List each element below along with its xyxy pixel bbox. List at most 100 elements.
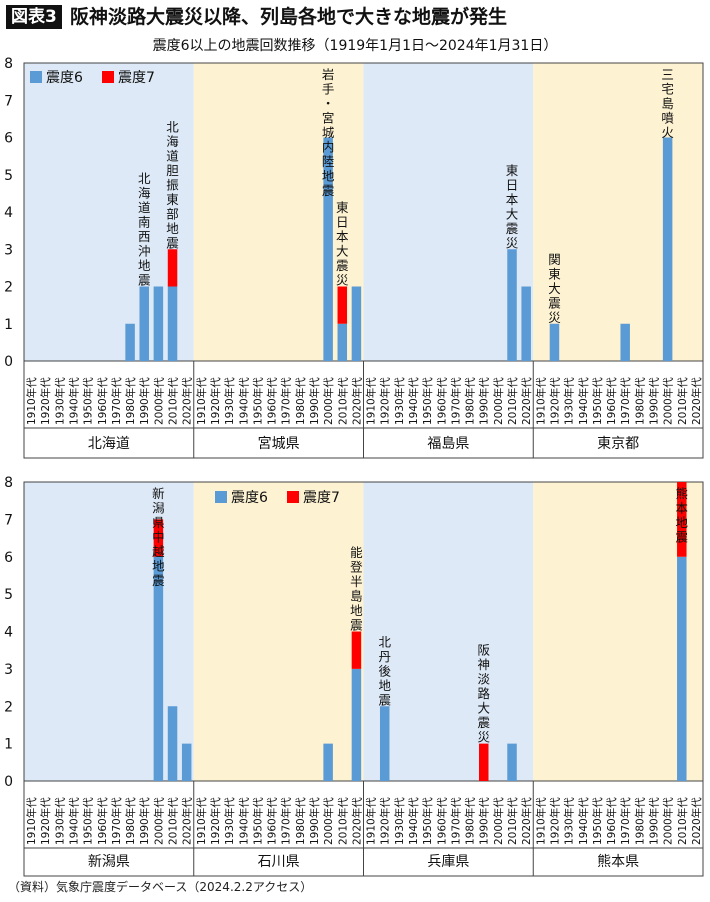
x-tick-label: 1920年代 [379, 377, 392, 425]
x-tick-label: 1970年代 [280, 797, 293, 845]
x-tick-label: 2020年代 [690, 377, 703, 425]
region-background [24, 63, 194, 361]
x-tick-label: 1950年代 [591, 797, 604, 845]
x-tick-label: 2020年代 [181, 797, 194, 845]
figure-badge: 図表3 [6, 5, 62, 29]
x-tick-label: 1980年代 [464, 377, 477, 425]
x-tick-label: 1950年代 [421, 797, 434, 845]
x-tick-label: 1930年代 [393, 797, 406, 845]
x-tick-label: 1970年代 [449, 797, 462, 845]
x-tick-label: 1920年代 [39, 377, 52, 425]
y-tick-label: 0 [4, 774, 13, 790]
x-tick-label: 1940年代 [68, 797, 81, 845]
x-tick-label: 2010年代 [506, 797, 519, 845]
x-tick-label: 2010年代 [336, 377, 349, 425]
x-tick-label: 2010年代 [167, 797, 180, 845]
y-tick-label: 6 [4, 131, 13, 147]
region-label: 北海道 [88, 436, 130, 452]
x-tick-label: 1960年代 [96, 377, 109, 425]
source-note: （資料）気象庁震度データベース（2024.2.2アクセス） [8, 880, 313, 894]
bar-shindo6 [620, 323, 630, 361]
bar-shindo6 [153, 556, 164, 781]
annotation-label: 阪神淡路大震災 [477, 642, 490, 744]
x-tick-label: 1990年代 [138, 797, 151, 845]
region-background [363, 63, 534, 361]
y-tick-label: 7 [4, 512, 13, 528]
x-tick-label: 2000年代 [662, 377, 675, 425]
figure-subtitle: 震度6以上の地震回数推移（1919年1月1日～2024年1月31日） [152, 38, 558, 54]
bar-shindo7 [337, 286, 348, 324]
x-tick-label: 1910年代 [365, 797, 378, 845]
bar-shindo6 [323, 137, 333, 361]
legend-label-shindo7: 震度7 [303, 490, 340, 506]
x-tick-label: 1980年代 [464, 797, 477, 845]
y-tick-label: 3 [4, 242, 13, 258]
legend-swatch-shindo6 [30, 71, 42, 83]
y-tick-label: 8 [4, 56, 13, 72]
x-tick-label: 1940年代 [407, 377, 420, 425]
x-tick-label: 1930年代 [563, 377, 576, 425]
x-tick-label: 1960年代 [435, 377, 448, 425]
bar-shindo7 [351, 631, 362, 669]
annotation-label: 能登半島地震 [350, 545, 363, 633]
x-tick-label: 1990年代 [647, 377, 660, 425]
annotation-label: 熊本地震 [676, 486, 689, 545]
x-tick-label: 1930年代 [223, 377, 236, 425]
x-tick-label: 1920年代 [379, 797, 392, 845]
x-tick-label: 2000年代 [152, 797, 165, 845]
region-label: 宮城県 [258, 436, 300, 452]
x-tick-label: 1960年代 [605, 377, 618, 425]
annotation-label: 三宅島噴火 [661, 67, 674, 140]
bar-shindo6 [323, 743, 333, 781]
legend-label-shindo6: 震度6 [231, 490, 268, 506]
x-tick-label: 2020年代 [350, 797, 363, 845]
x-tick-label: 2000年代 [662, 797, 675, 845]
legend-label-shindo7: 震度7 [118, 70, 155, 86]
x-tick-label: 1930年代 [223, 797, 236, 845]
region-background [193, 482, 364, 781]
annotation-label: 東日本大震災 [506, 162, 519, 250]
x-tick-label: 1940年代 [407, 797, 420, 845]
y-tick-label: 7 [4, 93, 13, 109]
region-background [533, 63, 703, 361]
bar-shindo6 [662, 137, 673, 361]
x-tick-label: 1930年代 [53, 377, 66, 425]
bar-shindo6 [351, 286, 362, 361]
y-tick-label: 4 [4, 625, 13, 641]
x-tick-label: 1960年代 [605, 797, 618, 845]
x-tick-label: 1910年代 [365, 377, 378, 425]
y-tick-label: 0 [4, 354, 13, 370]
x-tick-label: 1970年代 [619, 377, 632, 425]
region-label: 兵庫県 [427, 853, 469, 870]
y-tick-label: 8 [4, 475, 13, 491]
bar-shindo7 [153, 519, 164, 557]
y-tick-label: 6 [4, 550, 13, 566]
region-label: 福島県 [427, 436, 469, 452]
legend-swatch-shindo7 [102, 71, 114, 83]
x-tick-label: 2010年代 [167, 377, 180, 425]
x-tick-label: 2020年代 [520, 377, 533, 425]
x-tick-label: 2010年代 [336, 797, 349, 845]
figure-header: 図表3 阪神淡路大震災以降、列島各地で大きな地震が発生 [0, 0, 710, 34]
bar-shindo6 [153, 286, 164, 361]
x-tick-label: 1920年代 [209, 797, 222, 845]
x-tick-label: 1980年代 [124, 377, 137, 425]
x-tick-label: 1960年代 [435, 797, 448, 845]
bar-shindo6 [139, 286, 149, 361]
x-tick-label: 1970年代 [280, 377, 293, 425]
region-label: 新潟県 [88, 854, 130, 870]
x-tick-label: 1910年代 [195, 797, 208, 845]
legend-swatch-shindo6 [215, 491, 227, 503]
x-tick-label: 1980年代 [633, 377, 646, 425]
bar-shindo6 [351, 668, 362, 781]
x-tick-label: 2020年代 [181, 377, 194, 425]
y-tick-label: 3 [4, 662, 13, 678]
x-tick-label: 1990年代 [478, 797, 491, 845]
x-tick-label: 2000年代 [152, 377, 165, 425]
region-background [533, 482, 703, 781]
y-tick-label: 2 [4, 699, 13, 715]
x-tick-label: 1910年代 [195, 377, 208, 425]
x-tick-label: 1940年代 [68, 377, 81, 425]
region-label: 石川県 [258, 854, 300, 870]
